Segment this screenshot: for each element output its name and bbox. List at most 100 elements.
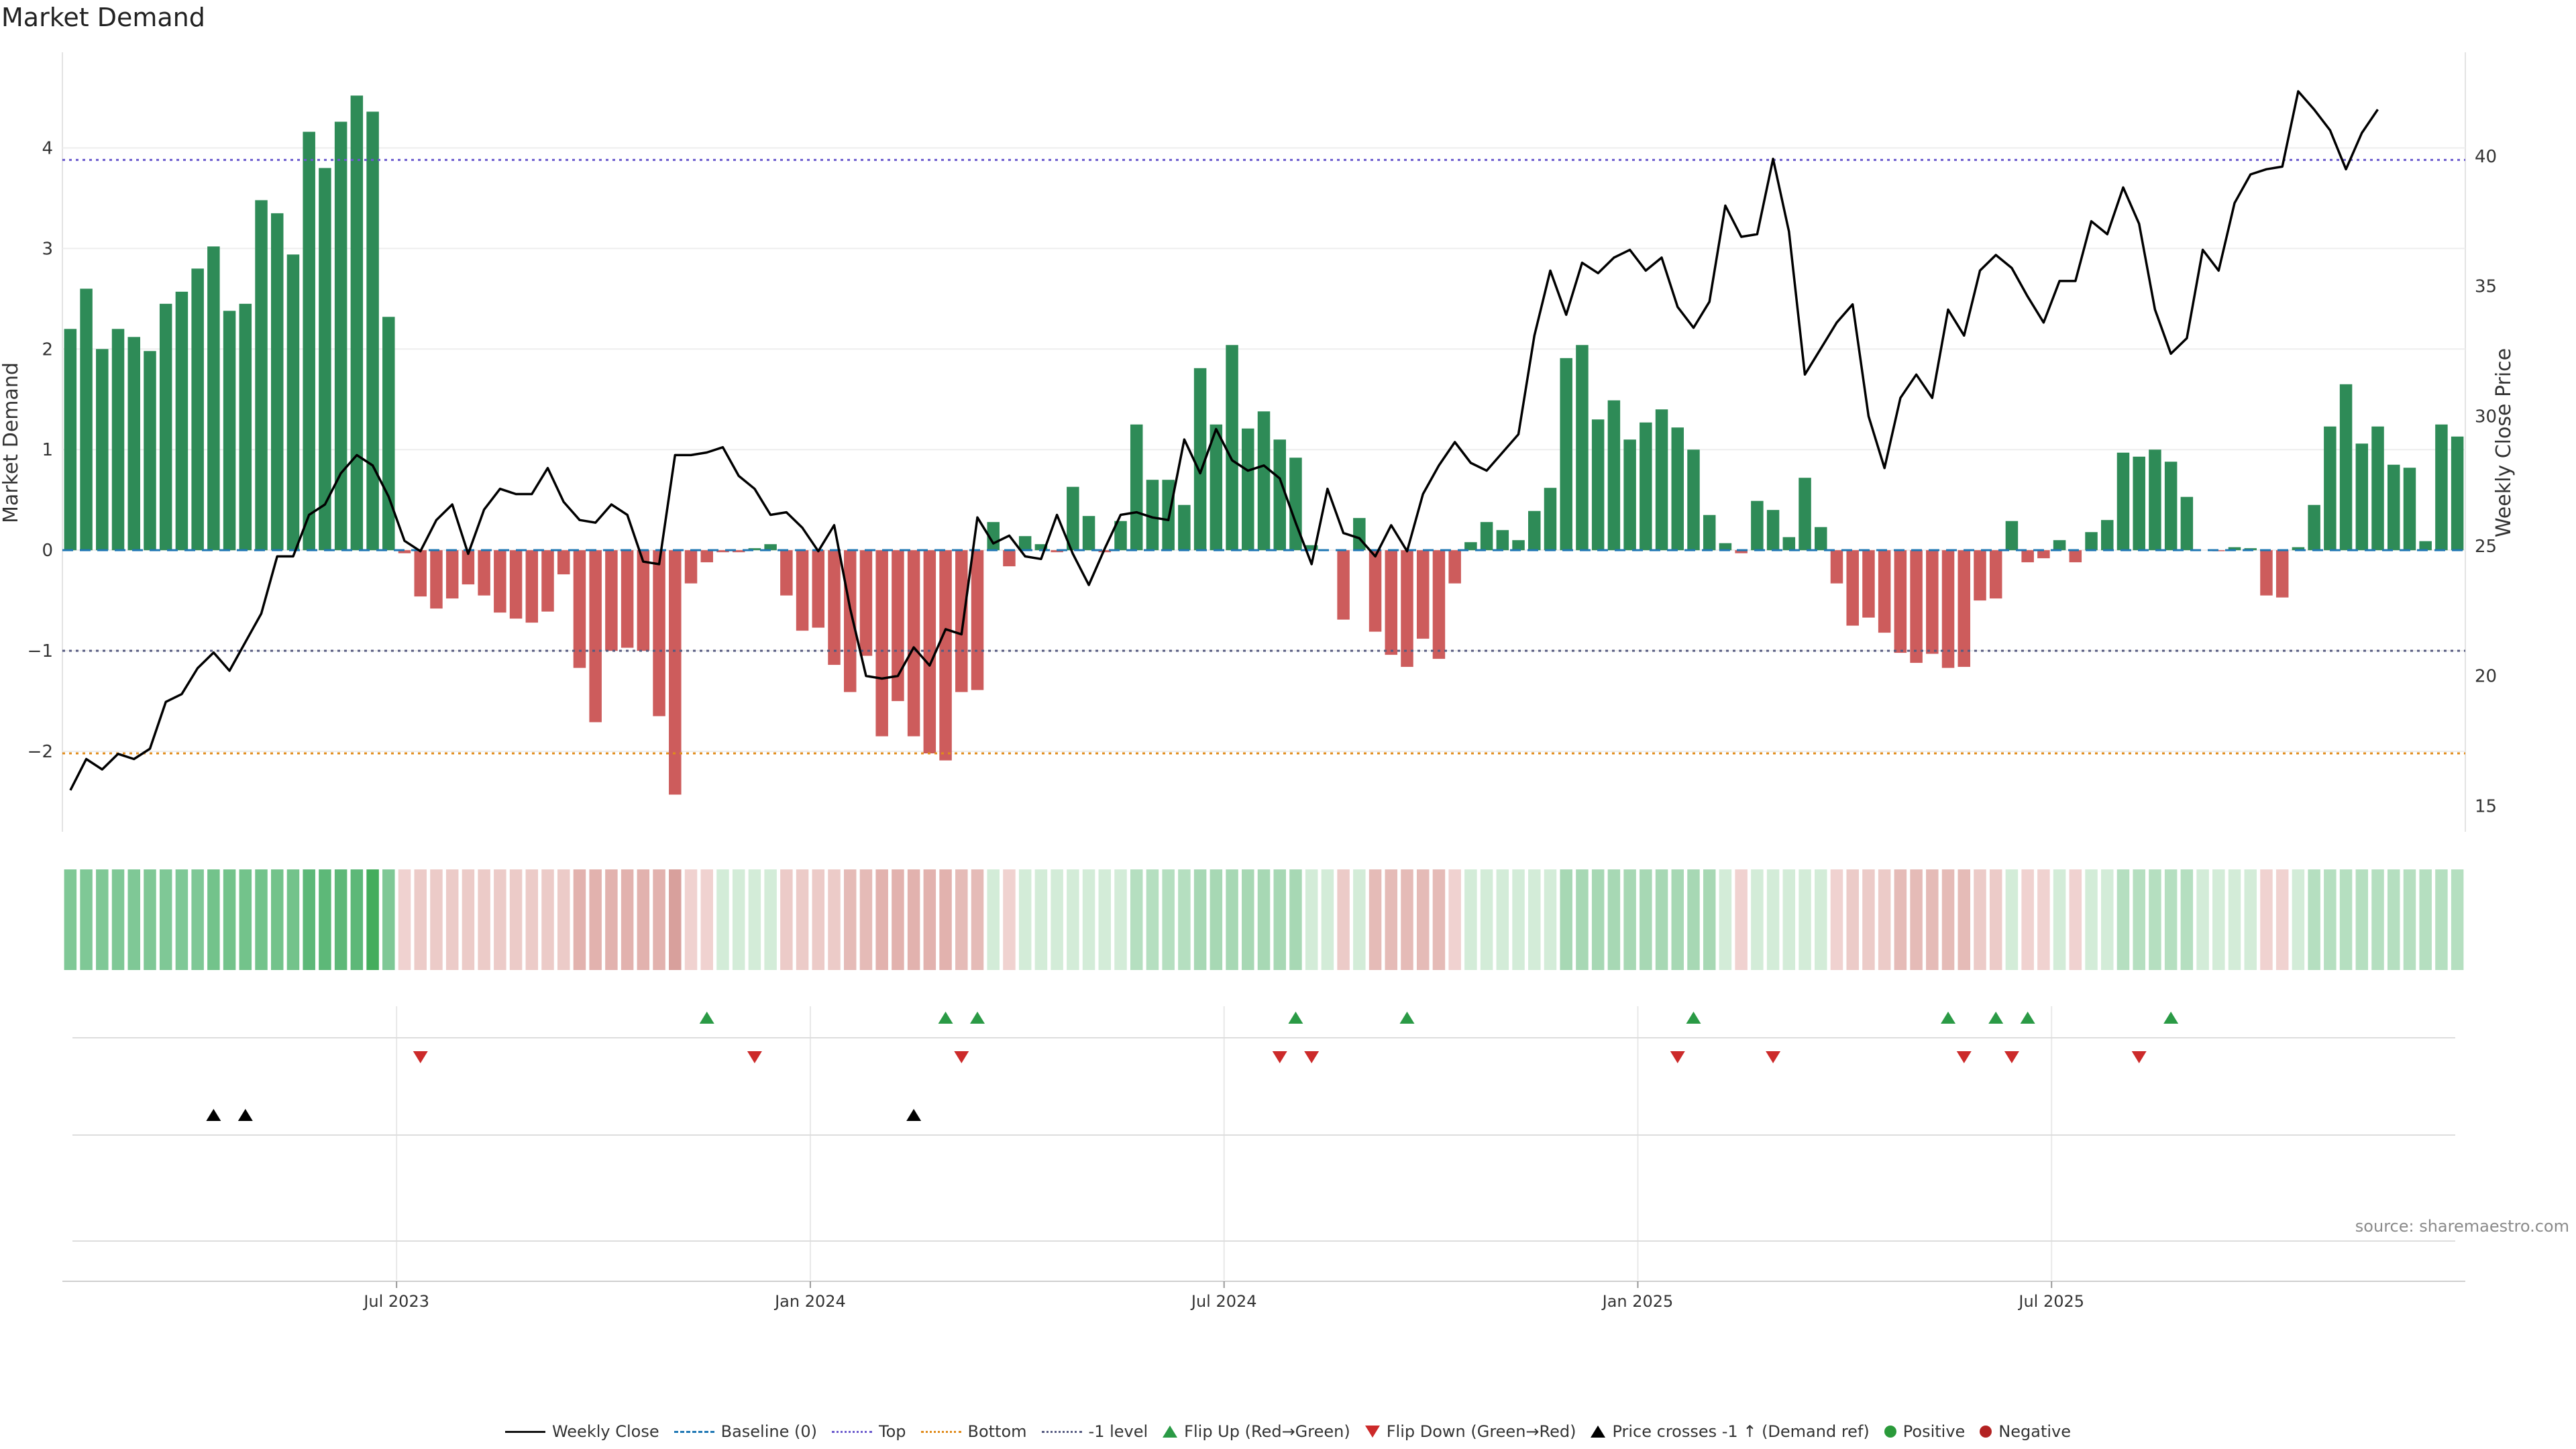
heat-cell: [270, 869, 284, 970]
heat-cell: [398, 869, 411, 970]
demand-bar: [1989, 550, 2002, 599]
heat-cell: [1560, 869, 1572, 970]
demand-bar: [1242, 428, 1254, 551]
legend-weekly-close[interactable]: Weekly Close: [504, 1422, 659, 1441]
demand-bar: [716, 550, 729, 553]
demand-bar: [1193, 368, 1207, 551]
legend-bottom-label: Bottom: [967, 1422, 1027, 1441]
demand-bar: [2451, 436, 2464, 551]
demand-bar: [462, 550, 475, 585]
demand-bar: [1974, 550, 1986, 601]
demand-bar: [557, 550, 570, 575]
demand-bar: [1671, 427, 1684, 551]
flip-down-marker: [2004, 1051, 2019, 1063]
heat-cell: [1735, 869, 1748, 970]
demand-bar: [1941, 550, 1955, 668]
heat-cell: [1862, 869, 1875, 970]
demand-bar: [270, 213, 284, 551]
heat-cell: [2308, 869, 2320, 970]
demand-bar: [1146, 480, 1159, 551]
demand-bar: [127, 337, 140, 551]
demand-bar: [2180, 496, 2194, 551]
heat-cell: [1082, 869, 1095, 970]
legend-flip-down[interactable]: Flip Down (Green→Red): [1364, 1422, 1576, 1441]
demand-bar: [1512, 540, 1525, 551]
legend-bottom[interactable]: Bottom: [920, 1422, 1027, 1441]
demand-bar: [303, 131, 315, 551]
demand-bar: [764, 544, 777, 551]
heat-cell: [334, 869, 347, 970]
legend-negative[interactable]: Negative: [1980, 1422, 2071, 1441]
heat-cell: [1448, 869, 1461, 970]
heat-cell: [1974, 869, 1986, 970]
demand-bar: [875, 550, 888, 737]
heat-cell: [716, 869, 729, 970]
heat-cell: [843, 869, 857, 970]
heat-cell: [955, 869, 968, 970]
heat-cell: [2037, 869, 2050, 970]
y-tick-label-right: 20: [2475, 667, 2497, 687]
y-tick-label-right: 40: [2475, 147, 2497, 167]
heat-cell: [2292, 869, 2305, 970]
heat-cell: [2069, 869, 2082, 970]
heat-cell: [1337, 869, 1350, 970]
demand-bar: [2037, 550, 2050, 559]
heat-cell: [1305, 869, 1318, 970]
heat-cell: [1591, 869, 1605, 970]
heat-cell: [939, 869, 952, 970]
heat-cell: [2196, 869, 2209, 970]
demand-bar: [96, 349, 109, 551]
demand-bar: [319, 168, 331, 551]
flip-up-marker: [1941, 1012, 1956, 1024]
demand-bar: [1289, 458, 1302, 551]
heat-cell: [748, 869, 761, 970]
demand-bar: [605, 550, 618, 651]
legend-price-cross-label: Price crosses -1 ↑ (Demand ref): [1612, 1422, 1870, 1441]
demand-bar: [828, 550, 841, 665]
heat-cell: [2005, 869, 2019, 970]
legend-baseline[interactable]: Baseline (0): [674, 1422, 817, 1441]
heat-cell: [1193, 869, 1207, 970]
demand-bar: [1862, 550, 1875, 618]
demand-bar: [2355, 443, 2369, 551]
demand-bar: [1544, 488, 1557, 551]
demand-bar: [1607, 400, 1621, 551]
heat-cell: [2324, 869, 2337, 970]
demand-bar: [334, 121, 347, 551]
demand-bar: [2164, 462, 2178, 551]
heat-cell: [541, 869, 554, 970]
heat-cell: [366, 869, 379, 970]
legend-positive[interactable]: Positive: [1884, 1422, 1966, 1441]
y-tick-label-left: 0: [42, 541, 53, 561]
demand-bar: [1830, 550, 1843, 584]
legend-price-cross[interactable]: Price crosses -1 ↑ (Demand ref): [1591, 1422, 1870, 1441]
demand-bar: [286, 254, 300, 551]
heat-cell: [1687, 869, 1700, 970]
triangle-down-icon: [1364, 1426, 1380, 1438]
heat-cell: [1910, 869, 1923, 970]
heat-cell: [1989, 869, 2002, 970]
heat-cell: [892, 869, 904, 970]
heat-cell: [859, 869, 873, 970]
demand-bar: [144, 351, 156, 551]
flip-up-marker: [1399, 1012, 1415, 1024]
heat-cell: [2021, 869, 2034, 970]
legend-minus-one[interactable]: -1 level: [1041, 1422, 1148, 1441]
legend-positive-label: Positive: [1902, 1422, 1966, 1441]
demand-bar: [907, 550, 920, 737]
heat-cell: [780, 869, 793, 970]
heat-cell: [1957, 869, 1971, 970]
heat-cell: [1416, 869, 1430, 970]
heat-cell: [2339, 869, 2353, 970]
heat-cell: [509, 869, 523, 970]
demand-bar: [175, 291, 189, 551]
demand-bar: [2308, 504, 2320, 551]
y-tick-label-right: 30: [2475, 407, 2497, 427]
legend-top[interactable]: Top: [832, 1422, 906, 1441]
heat-cell: [1528, 869, 1541, 970]
x-tick-label: Jan 2025: [1601, 1292, 1674, 1311]
legend-top-swatch: [832, 1430, 872, 1433]
demand-bar: [80, 288, 93, 551]
demand-bar: [859, 550, 873, 656]
legend-flip-up[interactable]: Flip Up (Red→Green): [1163, 1422, 1350, 1441]
